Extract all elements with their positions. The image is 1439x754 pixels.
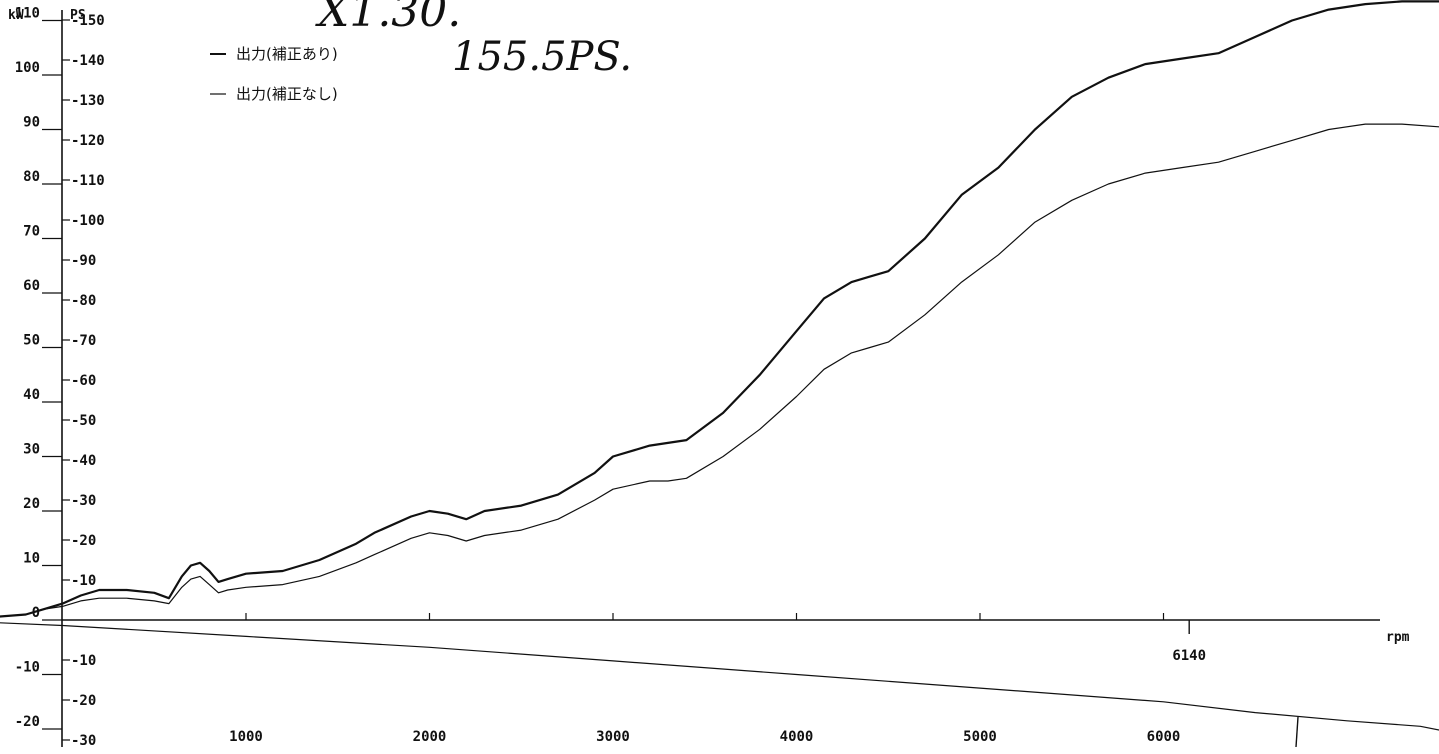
kw-tick-label: 20 bbox=[23, 496, 40, 512]
x-tick-label: 4000 bbox=[780, 729, 814, 745]
kw-tick-label: 70 bbox=[23, 224, 40, 240]
ps-tick-label: -60 bbox=[71, 373, 96, 389]
kw-unit-label: kW bbox=[8, 8, 24, 23]
ps-tick-label: -10 bbox=[71, 573, 96, 589]
annotation-layer: X1.30. 155.5PS. bbox=[315, 0, 632, 80]
ps-tick-label: -50 bbox=[71, 413, 96, 429]
series-line-corrected bbox=[0, 0, 1439, 618]
x-tick-label: 3000 bbox=[596, 729, 630, 745]
x-tick-label: 5000 bbox=[963, 729, 997, 745]
kw-tick-label: -20 bbox=[15, 714, 40, 730]
ps-tick-label: -140 bbox=[71, 53, 105, 69]
axes-layer bbox=[61, 10, 1380, 747]
kw-tick-label: 30 bbox=[23, 442, 40, 458]
ps-tick-label: -70 bbox=[71, 333, 96, 349]
rpm-unit-label: rpm bbox=[1386, 630, 1410, 645]
kw-tick-label: 110 bbox=[15, 6, 40, 22]
x-tick-label: 2000 bbox=[413, 729, 447, 745]
ps-tick-label: -30 bbox=[71, 733, 96, 749]
ps-tick-label: -10 bbox=[71, 653, 96, 669]
x-tick-label: 1000 bbox=[229, 729, 263, 745]
ps-tick-label: -30 bbox=[71, 493, 96, 509]
ps-tick-label: -20 bbox=[71, 693, 96, 709]
ps-tick-label: -40 bbox=[71, 453, 96, 469]
ps-tick-label: -110 bbox=[71, 173, 105, 189]
ps-tick-label: -120 bbox=[71, 133, 105, 149]
ps-tick-label: -100 bbox=[71, 213, 105, 229]
kw-tick-label: 40 bbox=[23, 387, 40, 403]
kw-tick-label: 60 bbox=[23, 278, 40, 294]
handwritten-multiplier: X1.30. bbox=[315, 0, 461, 37]
kw-tick-label: 50 bbox=[23, 333, 40, 349]
legend-label-uncorrected: 出力(補正なし) bbox=[236, 85, 338, 103]
legend-label-corrected: 出力(補正あり) bbox=[236, 45, 338, 63]
ps-unit-label: PS bbox=[70, 8, 86, 23]
ps-tick-label: -20 bbox=[71, 533, 96, 549]
ps-tick-label: -90 bbox=[71, 253, 96, 269]
kw-tick-label: 0 bbox=[32, 605, 40, 621]
ps-tick-label: -130 bbox=[71, 93, 105, 109]
kw-tick-label: -10 bbox=[15, 660, 40, 676]
kw-tick-label: 10 bbox=[23, 551, 40, 567]
handwritten-peak-value: 155.5PS. bbox=[452, 34, 632, 80]
unit-labels: kW PS rpm bbox=[8, 8, 1410, 645]
ps-tick-label: -80 bbox=[71, 293, 96, 309]
rpm-marker-label: 6140 bbox=[1172, 648, 1206, 664]
legend-layer: 出力(補正あり) 出力(補正なし) bbox=[210, 45, 338, 103]
x-tick-label: 6000 bbox=[1147, 729, 1181, 745]
ticks-layer: 1201101009080706050403020100-10-20-160-1… bbox=[15, 6, 1206, 750]
ps-tick-label: -150 bbox=[71, 13, 105, 29]
kw-tick-label: 100 bbox=[15, 60, 40, 76]
kw-tick-label: 80 bbox=[23, 169, 40, 185]
series-line-uncorrected bbox=[0, 123, 1439, 618]
loss-tail-stroke bbox=[1295, 716, 1299, 748]
series-line-loss bbox=[0, 622, 1439, 731]
kw-tick-label: 90 bbox=[23, 115, 40, 131]
